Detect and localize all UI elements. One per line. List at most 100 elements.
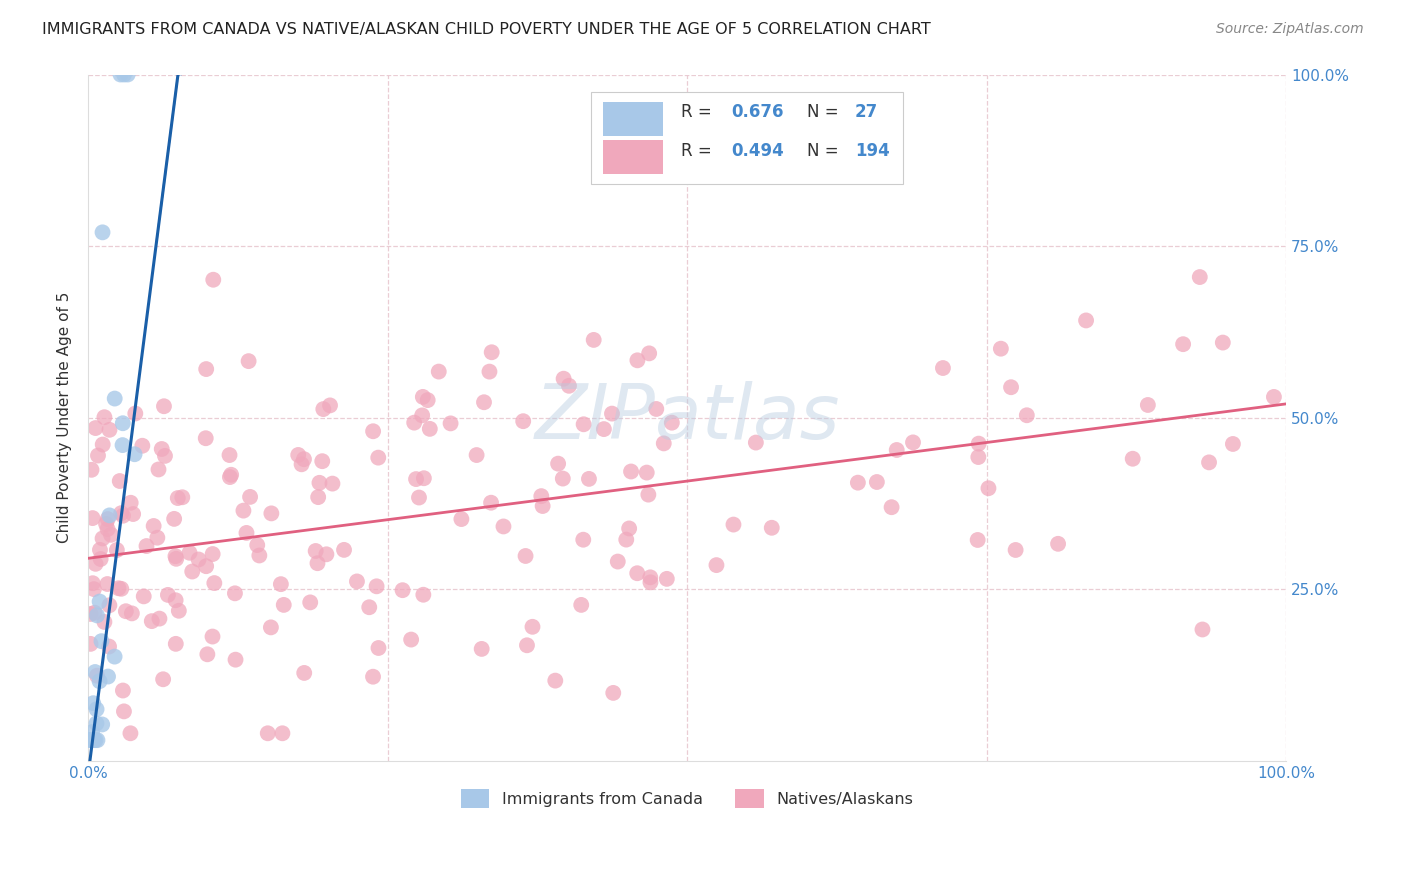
Point xyxy=(165,593,187,607)
Point xyxy=(745,435,768,450)
Text: Source: ZipAtlas.com: Source: ZipAtlas.com xyxy=(1216,22,1364,37)
Point xyxy=(104,392,127,406)
Point xyxy=(967,450,990,464)
Point xyxy=(111,683,134,698)
Point xyxy=(239,490,262,504)
Point xyxy=(94,516,117,531)
Point xyxy=(256,726,278,740)
Point xyxy=(86,702,108,716)
Point xyxy=(412,471,434,485)
Point xyxy=(990,342,1012,356)
Point xyxy=(626,353,648,368)
Point xyxy=(131,439,153,453)
Point xyxy=(79,732,101,747)
Point xyxy=(292,665,315,680)
Point xyxy=(1047,537,1070,551)
Point xyxy=(121,607,143,621)
Point xyxy=(201,630,224,644)
Point xyxy=(706,558,728,573)
Point xyxy=(547,457,569,471)
Point xyxy=(492,519,515,533)
Text: ZIPatlas: ZIPatlas xyxy=(534,381,839,455)
Point xyxy=(1074,313,1097,327)
Point xyxy=(1191,623,1213,637)
Point xyxy=(100,528,122,542)
Point xyxy=(321,476,343,491)
Point xyxy=(90,634,112,648)
Point xyxy=(312,402,335,417)
Point xyxy=(287,448,309,462)
Point xyxy=(148,462,170,476)
Point xyxy=(194,431,217,445)
Point xyxy=(82,696,104,710)
Point xyxy=(308,475,330,490)
Point xyxy=(110,68,132,82)
Point xyxy=(97,512,120,526)
FancyBboxPatch shape xyxy=(603,102,664,136)
Point xyxy=(163,512,186,526)
Point xyxy=(645,401,668,416)
Point xyxy=(153,399,176,413)
Point xyxy=(427,365,450,379)
Point xyxy=(593,422,616,436)
Point xyxy=(122,507,145,521)
Point xyxy=(93,410,115,425)
Point xyxy=(516,638,538,652)
Point xyxy=(156,588,179,602)
Point xyxy=(104,649,127,664)
Text: 27: 27 xyxy=(855,103,877,121)
Point xyxy=(655,572,678,586)
Text: 194: 194 xyxy=(855,142,890,160)
Point xyxy=(405,472,427,486)
Point xyxy=(235,525,257,540)
Text: IMMIGRANTS FROM CANADA VS NATIVE/ALASKAN CHILD POVERTY UNDER THE AGE OF 5 CORREL: IMMIGRANTS FROM CANADA VS NATIVE/ALASKAN… xyxy=(42,22,931,37)
Point xyxy=(544,673,567,688)
Point xyxy=(531,499,554,513)
Point xyxy=(187,552,209,566)
Point xyxy=(512,414,534,428)
Point xyxy=(79,733,101,747)
Point xyxy=(181,565,204,579)
Point xyxy=(901,435,924,450)
Point xyxy=(260,620,283,634)
Point xyxy=(195,559,218,574)
Point xyxy=(83,733,105,747)
Point xyxy=(165,551,187,566)
Point xyxy=(366,579,388,593)
Point xyxy=(225,653,247,667)
Point xyxy=(108,474,131,488)
Point xyxy=(91,717,114,731)
Point xyxy=(886,442,908,457)
Point xyxy=(530,489,553,503)
Text: N =: N = xyxy=(807,103,844,121)
Point xyxy=(553,372,575,386)
Point xyxy=(408,491,430,505)
Point xyxy=(346,574,368,589)
Point xyxy=(135,539,157,553)
Point xyxy=(967,436,990,450)
Point xyxy=(450,512,472,526)
Point xyxy=(626,566,648,581)
Point xyxy=(84,665,107,679)
Point xyxy=(112,704,135,718)
Point xyxy=(315,547,337,561)
Point xyxy=(416,393,439,408)
Point xyxy=(98,423,121,437)
Point xyxy=(399,632,422,647)
Point xyxy=(124,407,146,421)
Point xyxy=(614,533,637,547)
Point xyxy=(86,716,108,731)
Point xyxy=(367,450,389,465)
Point xyxy=(86,608,108,623)
Point xyxy=(411,409,433,423)
Point xyxy=(1188,270,1211,285)
Point xyxy=(359,600,381,615)
Point xyxy=(260,507,283,521)
Point xyxy=(465,448,488,462)
Point xyxy=(880,500,903,515)
Point xyxy=(305,544,328,558)
Point xyxy=(640,575,662,590)
Point xyxy=(219,467,242,482)
Legend: Immigrants from Canada, Natives/Alaskans: Immigrants from Canada, Natives/Alaskans xyxy=(454,782,920,814)
Point xyxy=(224,586,246,600)
